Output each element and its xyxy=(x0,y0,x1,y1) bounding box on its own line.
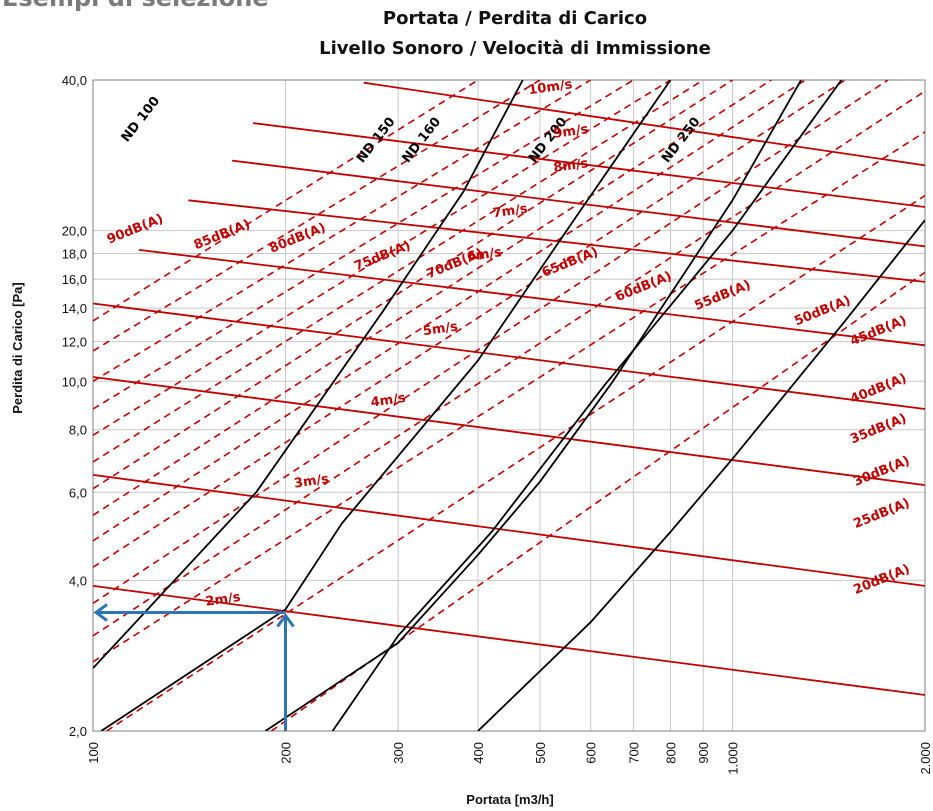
y-tick-label: 12,0 xyxy=(62,335,87,350)
x-tick-label: 200 xyxy=(279,742,294,764)
x-tick-label: 800 xyxy=(664,742,679,764)
curve-label-90db-a: 90dB(A) xyxy=(105,212,166,248)
y-tick-label: 20,0 xyxy=(62,224,87,239)
duct-curve-nd-200 xyxy=(331,80,843,731)
x-tick-label: 100 xyxy=(86,742,101,764)
x-tick-label: 600 xyxy=(584,742,599,764)
noise-curve-55db-a xyxy=(93,80,772,516)
velocity-line-3m-s xyxy=(93,474,925,587)
selection-vertical-arrowhead xyxy=(276,612,295,628)
y-tick-label: 4,0 xyxy=(69,573,87,588)
y-tick-label: 8,0 xyxy=(69,423,87,438)
velocity-line-8m-s xyxy=(231,159,925,248)
noise-curve-50db-a xyxy=(93,80,806,542)
curve-label-75db-a: 75dB(A) xyxy=(352,238,413,274)
curve-label-nd-100: ND 100 xyxy=(119,94,164,145)
series-layer xyxy=(93,80,925,731)
selection-example xyxy=(93,603,295,731)
noise-curve-30db-a xyxy=(93,131,925,663)
noise-curve-60db-a xyxy=(93,80,733,490)
noise-curve-80db-a xyxy=(93,80,592,382)
x-tick-label: 400 xyxy=(471,742,486,764)
velocity-line-5m-s xyxy=(93,302,925,410)
curve-label-70db-a: 70dB(A) xyxy=(425,246,486,282)
noise-curve-25db-a xyxy=(106,194,925,731)
curve-label-3m-s: 3m/s xyxy=(293,472,330,492)
velocity-line-10m-s xyxy=(363,81,925,167)
velocity-line-4m-s xyxy=(93,376,925,486)
grid-lines xyxy=(92,79,926,732)
y-tick-label: 10,0 xyxy=(62,374,87,389)
curve-label-4m-s: 4m/s xyxy=(370,391,407,411)
selection-horizontal-arrowhead xyxy=(93,603,108,622)
noise-curve-40db-a xyxy=(93,80,889,604)
chart-subtitle: Livello Sonoro / Velocità di Immissione xyxy=(319,38,711,59)
curve-label-30db-a: 30dB(A) xyxy=(852,454,913,490)
curve-label-9m-s: 9m/s xyxy=(553,122,590,142)
noise-curve-85db-a xyxy=(93,80,541,352)
curve-label-2m-s: 2m/s xyxy=(205,590,242,610)
curve-label-nd-250: ND 250 xyxy=(659,115,704,166)
curve-label-20db-a: 20dB(A) xyxy=(852,562,913,598)
velocity-line-7m-s xyxy=(188,199,925,283)
curve-label-45db-a: 45dB(A) xyxy=(848,313,909,349)
curve-label-10m-s: 10m/s xyxy=(528,77,574,98)
velocity-line-9m-s xyxy=(252,122,925,208)
y-tick-label: 6,0 xyxy=(69,485,87,500)
curve-label-60db-a: 60dB(A) xyxy=(613,269,674,305)
curve-label-nd-160: ND 160 xyxy=(400,115,445,166)
plot-area xyxy=(92,79,926,732)
y-tick-label: 18,0 xyxy=(62,247,87,262)
curve-label-65db-a: 65dB(A) xyxy=(540,245,601,281)
curve-label-80db-a: 80dB(A) xyxy=(267,220,328,256)
velocity-line-2m-s xyxy=(93,585,925,696)
y-axis-label: Perdita di Carico [Pa] xyxy=(10,282,25,413)
x-tick-label: 300 xyxy=(391,742,406,764)
velocity-line-6m-s xyxy=(138,249,925,347)
duct-curve-nd-250 xyxy=(477,219,925,731)
y-tick-label: 40,0 xyxy=(62,73,87,88)
y-tick-label: 2,0 xyxy=(69,724,87,739)
noise-curve-45db-a xyxy=(93,80,846,568)
noise-curve-75db-a xyxy=(93,80,634,410)
curve-label-7m-s: 7m/s xyxy=(492,202,529,222)
duct-curve-nd-160 xyxy=(264,80,802,731)
x-tick-label: 500 xyxy=(533,742,548,764)
curve-label-5m-s: 5m/s xyxy=(422,319,459,339)
noise-curve-35db-a xyxy=(93,90,925,637)
curve-label-8m-s: 8m/s xyxy=(553,156,590,176)
axis-ticks: 2,0 4,0 6,0 8,0 10,0 12,0 14,0 16,0 18,0 20,0 40,0… xyxy=(62,73,933,775)
duct-curve-nd-100 xyxy=(93,80,524,669)
plot-frame xyxy=(92,79,926,732)
noise-curve-70db-a xyxy=(93,80,671,436)
duct-curve-nd-150 xyxy=(100,80,672,731)
x-tick-label: 1.000 xyxy=(726,742,741,775)
x-tick-label: 2.000 xyxy=(918,742,933,775)
page-heading: Esempi di selezione xyxy=(2,0,269,12)
x-tick-label: 900 xyxy=(696,742,711,764)
curve-label-25db-a: 25dB(A) xyxy=(852,496,913,532)
curve-label-40db-a: 40dB(A) xyxy=(848,371,909,407)
noise-curve-90db-a xyxy=(93,80,479,322)
y-tick-label: 14,0 xyxy=(62,301,87,316)
y-tick-label: 16,0 xyxy=(62,272,87,287)
x-tick-label: 700 xyxy=(626,742,641,764)
curve-label-85db-a: 85dB(A) xyxy=(192,217,253,253)
x-axis-label: Portata [m3/h] xyxy=(466,792,553,807)
curve-label-6m-s: 6m/s xyxy=(466,245,503,265)
chart-title: Portata / Perdita di Carico xyxy=(383,8,647,29)
